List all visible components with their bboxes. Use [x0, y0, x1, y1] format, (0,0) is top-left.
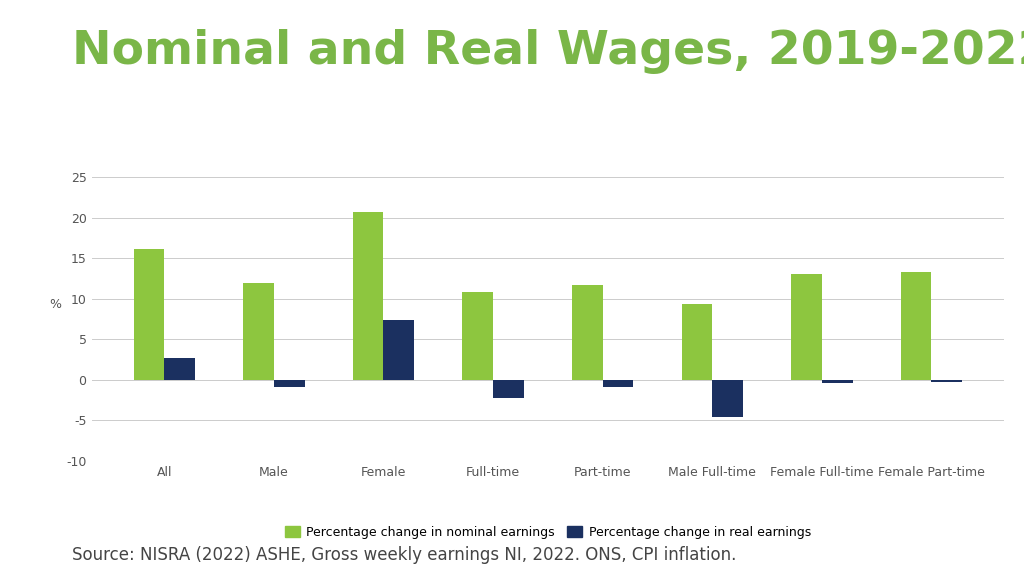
- Bar: [243, 283, 273, 380]
- Text: Nominal and Real Wages, 2019-2022: Nominal and Real Wages, 2019-2022: [72, 29, 1024, 74]
- Bar: [133, 249, 164, 380]
- Bar: [383, 320, 414, 380]
- Bar: [352, 213, 383, 380]
- Bar: [932, 380, 963, 382]
- Bar: [792, 274, 822, 380]
- Bar: [572, 285, 603, 380]
- Bar: [822, 380, 853, 383]
- Legend: Percentage change in nominal earnings, Percentage change in real earnings: Percentage change in nominal earnings, P…: [280, 521, 816, 544]
- Bar: [164, 358, 195, 380]
- Y-axis label: %: %: [49, 298, 61, 311]
- Bar: [463, 293, 493, 380]
- Bar: [603, 380, 633, 387]
- Bar: [901, 272, 932, 380]
- Bar: [682, 304, 713, 380]
- Bar: [713, 380, 743, 417]
- Bar: [493, 380, 523, 397]
- Bar: [273, 380, 304, 387]
- Text: Source: NISRA (2022) ASHE, Gross weekly earnings NI, 2022. ONS, CPI inflation.: Source: NISRA (2022) ASHE, Gross weekly …: [72, 547, 736, 564]
